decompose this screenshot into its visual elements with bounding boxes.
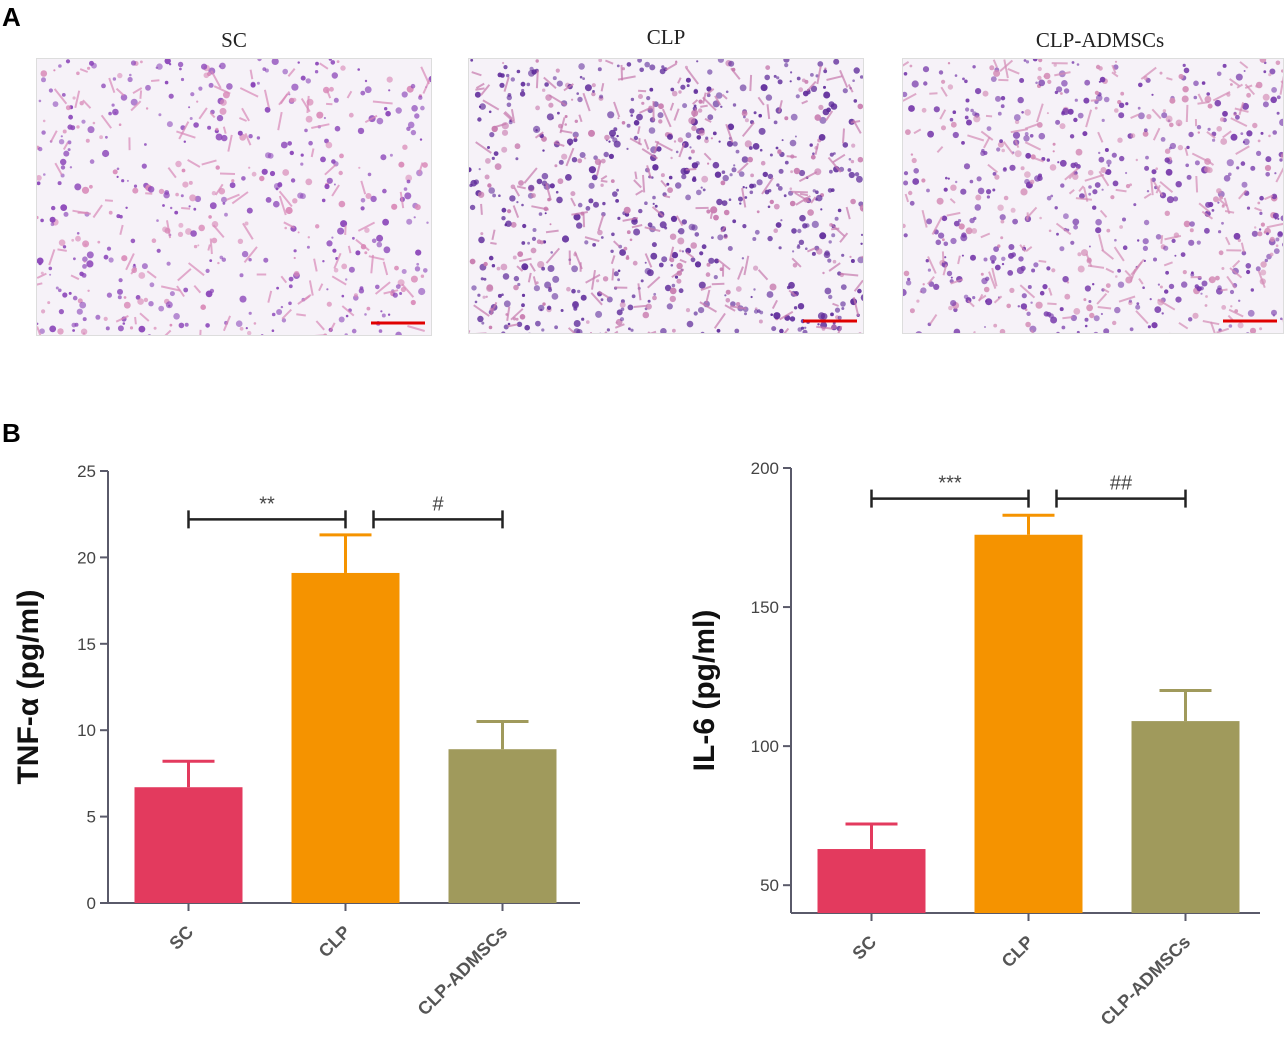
y-tick-label: 5 xyxy=(87,808,96,827)
bar-clp xyxy=(975,535,1083,913)
y-tick-label: 200 xyxy=(751,459,779,478)
micrograph-title-clp-admscs: CLP-ADMSCs xyxy=(902,28,1284,53)
micrograph-clp xyxy=(468,58,864,334)
bar-clp xyxy=(292,573,400,903)
il-6-chart: 50 100 150 200 IL-6 (pg/ml) SC CLP CLP-ADMSCs **… xyxy=(660,440,1284,1045)
y-tick-label: 15 xyxy=(77,635,96,654)
significance-label: # xyxy=(432,493,444,515)
x-tick-label: CLP-ADMSCs xyxy=(1097,932,1195,1030)
y-tick-label: 0 xyxy=(87,894,96,913)
micrograph-clp-admscs xyxy=(902,58,1284,334)
x-tick-label: CLP xyxy=(315,922,355,962)
y-tick-label: 50 xyxy=(760,876,779,895)
bar-sc xyxy=(135,787,243,903)
y-tick-label: 100 xyxy=(751,737,779,756)
significance-label: ## xyxy=(1110,473,1133,495)
y-tick-label: 10 xyxy=(77,721,96,740)
bar-sc xyxy=(818,849,926,913)
bar-clp-admscs xyxy=(1132,721,1240,913)
micrograph-sc xyxy=(36,58,432,336)
tnf-alpha-chart: 0 5 10 15 20 25 TNF-α (pg/ml) SC CLP CLP-ADMSCs **… xyxy=(0,440,600,1045)
y-tick-label: 25 xyxy=(77,462,96,481)
y-axis-label: IL-6 (pg/ml) xyxy=(688,610,721,772)
bar-clp-admscs xyxy=(449,749,557,903)
micrograph-title-sc: SC xyxy=(36,28,432,53)
x-tick-label: CLP-ADMSCs xyxy=(414,922,512,1020)
x-tick-label: SC xyxy=(848,932,880,964)
x-tick-label: CLP xyxy=(998,932,1038,972)
significance-label: *** xyxy=(938,473,962,495)
significance-label: ** xyxy=(259,493,275,515)
x-tick-label: SC xyxy=(165,922,197,954)
y-axis-label: TNF-α (pg/ml) xyxy=(12,589,45,784)
micrograph-title-clp: CLP xyxy=(468,25,864,50)
y-tick-label: 20 xyxy=(77,548,96,567)
y-tick-label: 150 xyxy=(751,598,779,617)
panel-label-a: A xyxy=(2,2,21,33)
